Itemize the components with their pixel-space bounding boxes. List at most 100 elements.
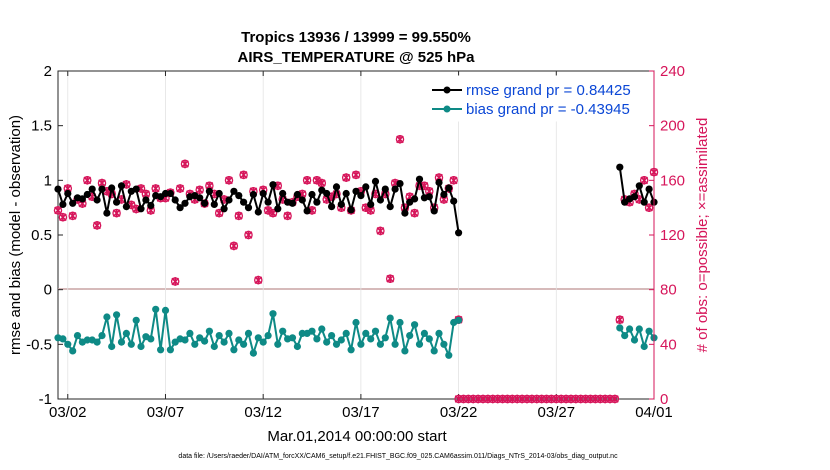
rmse-point [147, 201, 155, 210]
rmse-point [196, 194, 204, 202]
rmse-point [630, 193, 639, 201]
rmse-point [225, 196, 233, 204]
bias-point [323, 338, 331, 346]
bias-point [186, 329, 194, 337]
bias-point [381, 334, 389, 342]
rmse-point [59, 200, 67, 208]
obs-assimilated-point [254, 275, 263, 285]
bias-point [640, 342, 648, 351]
bias-point [108, 342, 116, 351]
legend-bias-label: bias grand pr = -0.43945 [466, 101, 630, 118]
chart-title: Tropics 13936 / 13999 = 99.550% [241, 29, 471, 46]
bias-point [318, 325, 326, 333]
bias-point [93, 338, 101, 346]
rmse-point [455, 229, 463, 237]
bias-point [161, 306, 170, 314]
bias-point [137, 342, 145, 351]
rmse-point [362, 183, 370, 191]
bias-point [376, 340, 384, 348]
obs-assimilated-point [93, 221, 101, 230]
bias-point [621, 332, 629, 340]
rmse-point [445, 184, 453, 192]
y-right-tick-label: 240 [660, 63, 685, 80]
bias-point [401, 347, 409, 355]
bias-point [630, 336, 639, 344]
rmse-point [230, 187, 238, 195]
obs-assimilated-point [352, 170, 360, 180]
bias-point [616, 324, 624, 332]
bias-point [337, 336, 345, 344]
rmse-point [69, 199, 77, 207]
rmse-point [357, 192, 365, 200]
x-tick-label: 03/17 [342, 404, 380, 421]
obs-assimilated-point [303, 176, 312, 185]
bias-point [391, 340, 399, 348]
obs-assimilated-point [396, 135, 404, 144]
rmse-point [269, 181, 277, 189]
rmse-point [210, 200, 218, 208]
obs-assimilated-point [313, 176, 321, 185]
x-axis-label: Mar.01,2014 00:00:00 start [267, 428, 447, 445]
y-right-tick-label: 160 [660, 172, 685, 189]
bias-point [220, 338, 228, 346]
bias-point [240, 340, 248, 348]
y-tick-label: -0.5 [26, 336, 52, 353]
rmse-point [288, 199, 297, 207]
legend-bias-marker [443, 105, 451, 113]
rmse-point [435, 178, 443, 187]
rmse-point [279, 189, 287, 198]
rmse-point [78, 195, 86, 203]
bias-point [225, 329, 233, 337]
bias-point [181, 336, 189, 344]
y-axis-left: -1 -0.5 0 0.5 1 1.5 2 [26, 63, 63, 408]
rmse-point [103, 209, 111, 217]
chart-subtitle: AIRS_TEMPERATURE @ 525 hPa [238, 49, 476, 66]
bias-point [386, 314, 394, 322]
rmse-point [117, 182, 126, 190]
bias-point [455, 316, 463, 324]
rmse-point [313, 198, 321, 206]
obs-assimilated-point [181, 159, 189, 169]
y-tick-label: 1.5 [31, 118, 52, 135]
rmse-point [415, 175, 424, 183]
bias-point [249, 349, 257, 357]
obs-assimilated-point [230, 241, 238, 251]
legend: rmse grand pr = 0.84425 bias grand pr = … [425, 75, 647, 122]
bias-point [420, 329, 428, 337]
obs-assimilated-point [171, 277, 180, 286]
bias-point [415, 340, 424, 348]
bias-point [645, 327, 653, 335]
y-axis-right: 0 40 80 120 160 200 240 [649, 63, 685, 408]
rmse-point [328, 203, 336, 211]
rmse-point [181, 199, 189, 207]
bias-point [332, 340, 341, 348]
bias-point [113, 311, 121, 319]
rmse-point [201, 199, 209, 207]
rmse-point [401, 209, 409, 217]
y-tick-label: 0.5 [31, 227, 52, 244]
rmse-point [645, 185, 653, 193]
bias-point [288, 334, 297, 342]
bias-point [235, 336, 243, 344]
obs-assimilated-point [283, 211, 292, 221]
bias-point [406, 332, 414, 340]
bias-point [201, 337, 209, 345]
rmse-point [113, 198, 121, 206]
obs-assimilated-point [410, 208, 419, 218]
bias-point [157, 346, 165, 354]
rmse-point [381, 185, 389, 193]
bias-point [313, 335, 321, 343]
y-right-tick-label: 40 [660, 336, 677, 353]
rmse-point [308, 190, 316, 199]
rmse-point [411, 195, 419, 203]
obs-assimilated-point [264, 206, 272, 215]
rmse-point [64, 189, 72, 198]
bias-point [430, 347, 438, 355]
rmse-point [249, 190, 257, 199]
y-tick-label: 1 [44, 172, 52, 189]
obs-assimilated-point [244, 230, 253, 240]
bias-point [191, 340, 199, 348]
rmse-point [450, 197, 458, 205]
obs-assimilated-point [112, 208, 121, 218]
